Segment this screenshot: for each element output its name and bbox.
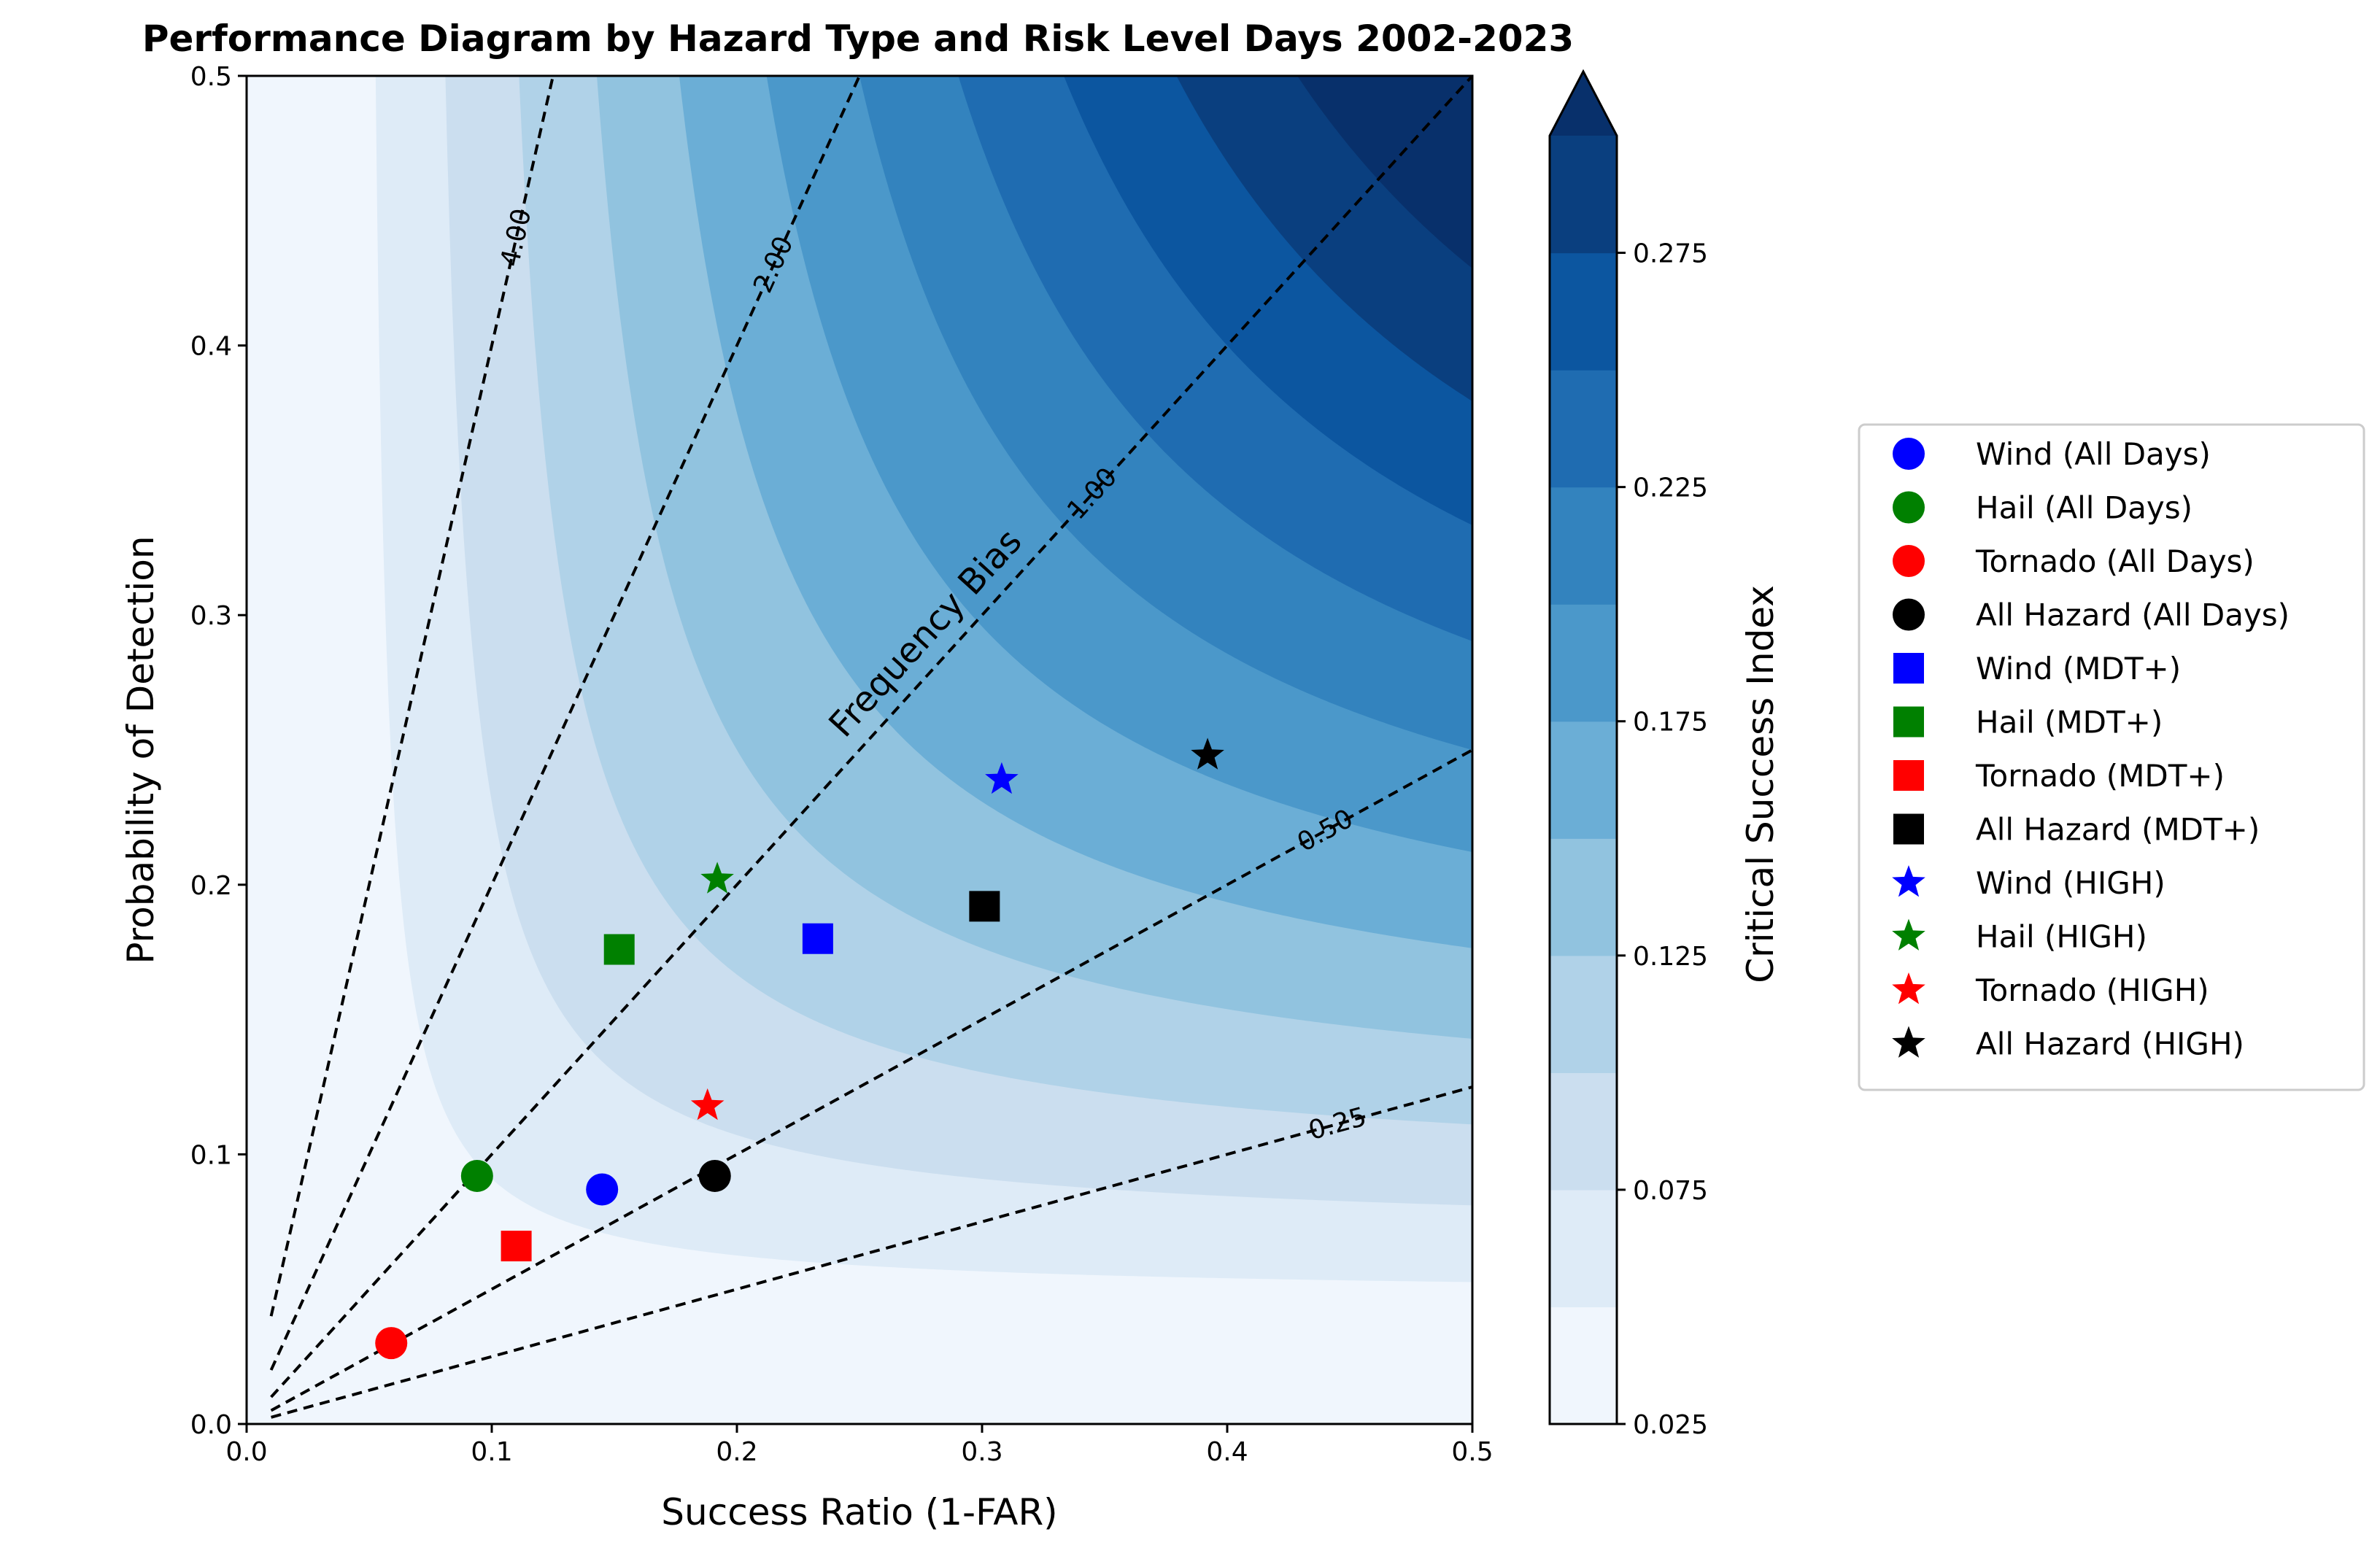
marker-circle-3 (698, 1159, 731, 1192)
legend-label: Hail (All Days) (1976, 490, 2192, 526)
x-tick-label: 0.4 (1206, 1437, 1248, 1467)
y-axis-label: Probability of Detection (120, 535, 162, 964)
legend-label: All Hazard (MDT+) (1976, 812, 2260, 848)
legend-marker-6 (1893, 760, 1924, 791)
legend-marker-10 (1892, 972, 1925, 1005)
colorbar-tick-label: 0.125 (1633, 942, 1708, 972)
legend-marker-8 (1892, 865, 1925, 897)
legend-marker-1 (1893, 491, 1925, 524)
marker-square-6 (501, 1231, 532, 1262)
bias-line-2.00 (269, 75, 861, 1371)
x-tick-label: 0.3 (961, 1437, 1002, 1467)
y-tick-label: 0.2 (190, 871, 232, 901)
marker-square-5 (603, 934, 635, 965)
legend-marker-11 (1892, 1026, 1925, 1058)
colorbar-band-8 (1550, 370, 1617, 488)
colorbar-band-10 (1550, 136, 1617, 254)
colorbar-band-3 (1550, 955, 1617, 1073)
legend-label: Tornado (All Days) (1975, 543, 2255, 579)
marker-circle-0 (586, 1173, 619, 1206)
legend-label: Hail (HIGH) (1976, 919, 2147, 955)
legend-label: Tornado (HIGH) (1975, 972, 2209, 1008)
legend-marker-4 (1893, 653, 1924, 684)
bias-line-1.00 (270, 74, 1474, 1398)
x-tick-label: 0.1 (471, 1437, 512, 1467)
x-axis-label: Success Ratio (1-FAR) (661, 1491, 1057, 1533)
legend-label: All Hazard (HIGH) (1976, 1026, 2244, 1062)
legend-label: Wind (HIGH) (1976, 865, 2165, 901)
plot-frame (245, 74, 1474, 1425)
colorbar-band-5 (1550, 721, 1617, 839)
legend-label: Hail (MDT+) (1976, 705, 2163, 740)
colorbar-outline (1548, 69, 1618, 1425)
legend-marker-0 (1893, 438, 1925, 470)
colorbar-band-9 (1550, 252, 1617, 371)
legend: Wind (All Days) Hail (All Days) Tornado (A… (1858, 423, 2365, 1091)
x-tick-label: 0.0 (225, 1437, 267, 1467)
marker-circle-2 (375, 1327, 408, 1360)
legend-label: Wind (All Days) (1976, 436, 2211, 472)
colorbar-label: Critical Success Index (1739, 585, 1782, 983)
colorbar-band-4 (1550, 838, 1617, 956)
bias-line-0.25 (271, 1085, 1473, 1419)
colorbar-band-2 (1550, 1072, 1617, 1191)
colorbar-extend-arrow (1550, 71, 1617, 136)
colorbar-band-0 (1550, 1307, 1617, 1425)
legend-label: Tornado (MDT+) (1975, 758, 2225, 794)
legend-marker-5 (1893, 706, 1924, 738)
colorbar-band-7 (1550, 487, 1617, 605)
y-tick-label: 0.4 (190, 332, 232, 362)
legend-box (1858, 423, 2365, 1091)
y-tick-label: 0.3 (190, 601, 232, 631)
bias-line-4.00 (269, 75, 555, 1317)
colorbar-tick-label: 0.025 (1633, 1410, 1708, 1440)
y-tick-label: 0.5 (190, 62, 232, 92)
colorbar-band-1 (1550, 1189, 1617, 1308)
y-tick-label: 0.0 (190, 1410, 232, 1440)
colorbar-tick-label: 0.175 (1633, 708, 1708, 738)
colorbar-tick-label: 0.075 (1633, 1176, 1708, 1206)
bias-line-0.50 (270, 748, 1473, 1412)
marker-star-10 (690, 1088, 725, 1121)
legend-marker-7 (1893, 813, 1924, 845)
marker-square-7 (969, 891, 1000, 922)
x-tick-label: 0.2 (716, 1437, 757, 1467)
marker-star-11 (1191, 738, 1224, 770)
legend-marker-2 (1893, 545, 1925, 577)
marker-star-8 (985, 762, 1019, 794)
colorbar-band-6 (1550, 604, 1617, 722)
data-markers (375, 738, 1224, 1360)
legend-label: All Hazard (All Days) (1976, 597, 2290, 633)
colorbar: 0.025 0.075 0.125 0.175 0.225 0.275 (1548, 69, 1708, 1440)
chart-title: Performance Diagram by Hazard Type and R… (142, 18, 1574, 60)
legend-label: Wind (MDT+) (1976, 651, 2181, 686)
y-axis: 0.0 0.1 0.2 0.3 0.4 0.5 (190, 62, 247, 1440)
y-tick-label: 0.1 (190, 1140, 232, 1170)
colorbar-tick-label: 0.225 (1633, 473, 1708, 503)
x-axis: 0.0 0.1 0.2 0.3 0.4 0.5 (225, 1424, 1494, 1467)
colorbar-tick-label: 0.275 (1633, 239, 1708, 269)
x-tick-label: 0.5 (1451, 1437, 1493, 1467)
legend-marker-9 (1892, 918, 1925, 951)
marker-square-4 (802, 923, 833, 954)
marker-star-9 (700, 862, 734, 894)
legend-marker-3 (1893, 598, 1925, 631)
marker-circle-1 (460, 1159, 493, 1192)
